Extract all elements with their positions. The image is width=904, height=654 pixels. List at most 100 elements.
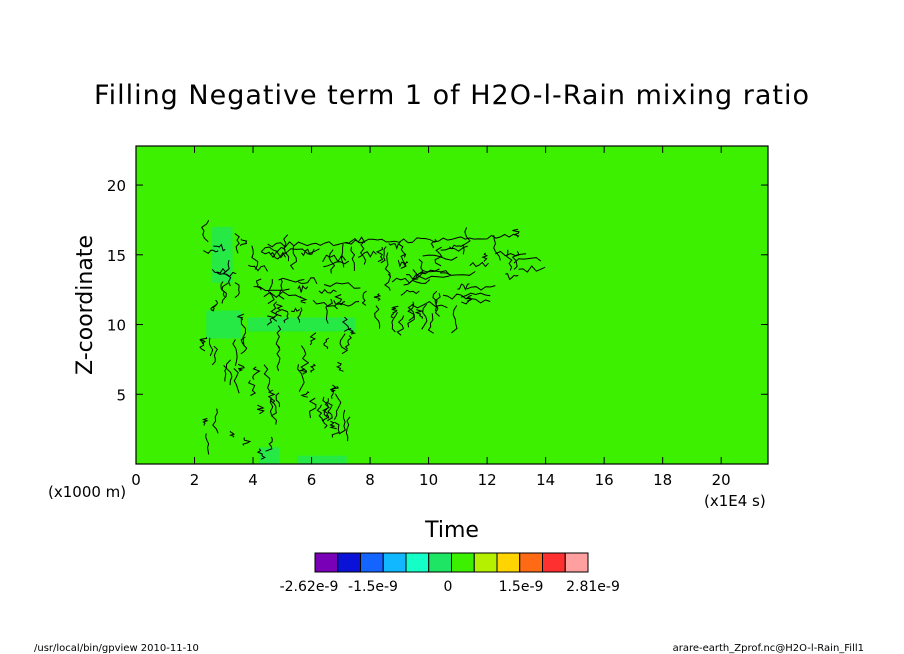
contour-line — [384, 273, 392, 291]
contour-line — [263, 364, 271, 393]
contour-line — [411, 300, 448, 309]
contour-line — [265, 436, 273, 452]
contour-line — [253, 286, 290, 292]
contour-line — [440, 271, 476, 276]
contour-line — [211, 345, 219, 366]
contour-line — [513, 257, 542, 264]
footer-right: arare-earth_Zprof.nc@H2O-l-Rain_Fill1 — [673, 643, 864, 654]
contour-line — [225, 359, 233, 386]
contour-line — [267, 279, 275, 305]
contour-line — [232, 339, 238, 367]
colorbar-swatch — [314, 552, 339, 573]
contour-line — [201, 220, 210, 243]
footer-left: /usr/local/bin/gpview 2010-11-10 — [34, 643, 199, 654]
y-tick-label: 20 — [107, 177, 126, 195]
contour-line — [407, 303, 415, 328]
contour-line — [421, 303, 428, 330]
contour-line — [414, 309, 424, 319]
x-tick-label: 0 — [131, 471, 141, 489]
contour-line — [316, 404, 324, 422]
contour-line — [397, 259, 409, 268]
contour-line — [350, 246, 356, 271]
contour-line — [518, 265, 546, 273]
colorbar-swatch — [382, 552, 407, 573]
axis-ticks: 0 2 4 6 8 10 12 14 16 18 20 5 10 15 20 — [107, 146, 768, 489]
contour-line — [432, 290, 438, 312]
field-patch — [258, 447, 280, 464]
y-axis-unit: (x1000 m) — [48, 483, 126, 501]
colorbar-swatch — [451, 552, 475, 573]
contour-line — [251, 245, 259, 270]
colorbar-tick-label: 0 — [444, 579, 453, 595]
contour-line — [512, 228, 520, 238]
contour-line — [329, 420, 337, 430]
contour-line — [211, 267, 229, 274]
contour-line — [318, 288, 337, 295]
contour-line — [342, 316, 350, 332]
contour-line — [261, 250, 285, 259]
contour-line — [222, 259, 232, 287]
contour-line — [403, 279, 431, 286]
contour-line — [357, 250, 377, 258]
contour-line — [300, 345, 310, 372]
contour-line — [248, 264, 269, 272]
contour-line — [373, 293, 382, 302]
contour-line — [427, 313, 434, 334]
contour-line — [421, 269, 451, 277]
contour-line — [469, 261, 489, 268]
colorbar-swatch — [496, 552, 521, 573]
colorbar-swatch — [519, 552, 543, 573]
contour-line — [267, 233, 518, 248]
contour-line — [299, 295, 308, 304]
contour-line — [210, 303, 218, 312]
contour-line — [511, 250, 520, 270]
contour-line — [326, 401, 333, 422]
contour-line — [270, 301, 279, 322]
contour-line — [290, 307, 301, 313]
contour-line — [199, 337, 208, 345]
contour-line — [325, 298, 333, 324]
contour-line — [481, 252, 489, 262]
contour-line — [275, 303, 284, 317]
contour-line — [221, 282, 229, 304]
x-tick-label: 16 — [595, 471, 614, 489]
contour-line — [391, 305, 399, 314]
contour-line — [400, 253, 407, 269]
contour-line — [256, 448, 266, 460]
contour-line — [278, 277, 305, 283]
contour-line — [328, 249, 336, 274]
contour-line — [396, 315, 405, 336]
contour-line — [466, 285, 496, 291]
contour-line — [213, 243, 226, 252]
colorbar-tick-label: -2.62e-9 — [280, 579, 339, 595]
contour-line — [323, 337, 330, 350]
contour-line — [331, 421, 340, 438]
contour-line — [203, 249, 219, 254]
y-axis-label: Z-coordinate — [73, 235, 98, 375]
colorbar-swatch — [360, 552, 384, 573]
contour-line — [430, 238, 437, 249]
contour-line — [297, 277, 318, 285]
contour-line — [297, 307, 303, 323]
contour-line — [331, 385, 340, 393]
contour-line — [384, 252, 391, 278]
contour-line — [239, 238, 248, 247]
colorbar-swatch — [542, 552, 566, 573]
contour-line — [434, 293, 441, 317]
contour-line — [345, 416, 351, 442]
plot-frame — [135, 145, 769, 465]
contour-field — [199, 220, 546, 464]
contour-line — [422, 254, 458, 261]
contour-line — [361, 290, 367, 306]
contour-line — [333, 393, 342, 420]
y-tick-label: 15 — [107, 247, 126, 265]
contour-line — [205, 433, 210, 455]
contour-line — [407, 301, 415, 322]
contour-line — [236, 313, 245, 321]
contour-line — [323, 260, 350, 268]
colorbar-swatch — [405, 552, 430, 573]
contour-line — [212, 408, 219, 434]
x-axis-label: Time — [424, 518, 479, 543]
contour-line — [228, 430, 236, 438]
colorbar-swatch — [564, 552, 589, 573]
